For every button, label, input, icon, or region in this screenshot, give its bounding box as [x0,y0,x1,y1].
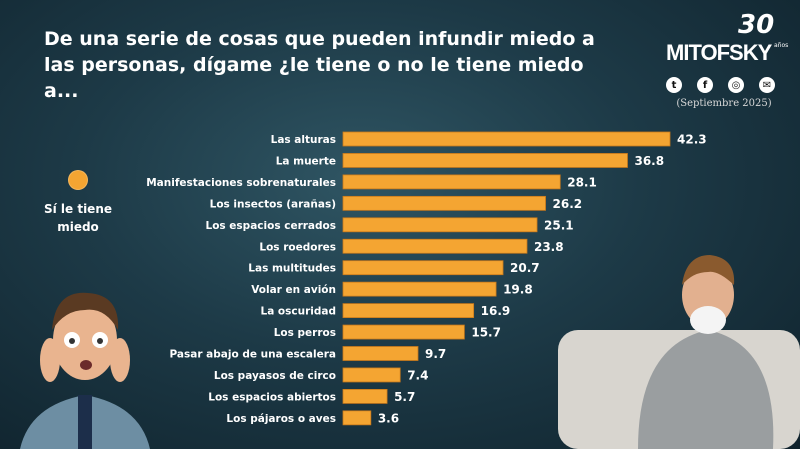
category-label: Las multitudes [248,263,336,275]
mail-icon[interactable]: ✉ [759,77,775,93]
bar [342,324,465,340]
value-label: 7.4 [407,368,428,382]
category-label: Las alturas [271,134,336,146]
bar [342,195,546,211]
bar [342,410,372,426]
value-label: 15.7 [471,326,501,340]
bar [342,281,497,297]
bar [342,367,401,383]
twitter-icon[interactable]: t [666,77,682,93]
social-links: t f ◎ ✉ [666,77,775,93]
logo-anniversary: 30 [738,10,775,40]
scared-man-illustration [20,292,150,449]
bar [342,346,419,361]
sick-man-illustration [558,255,800,449]
category-label: Los pájaros o aves [226,413,336,425]
bar [342,388,388,404]
category-label: La oscuridad [261,306,337,318]
bar [342,303,475,319]
category-label: Los payasos de circo [214,370,336,382]
bar [342,153,628,168]
survey-date: (Septiembre 2025) [676,98,772,109]
value-label: 19.8 [503,283,533,297]
category-label: Los espacios abiertos [208,391,336,403]
value-label: 3.6 [378,411,399,425]
legend-swatch [68,170,88,190]
value-label: 42.3 [677,133,707,147]
value-label: 28.1 [567,175,597,189]
category-label: La muerte [276,155,336,167]
bar [342,131,671,147]
category-label: Los espacios cerrados [206,220,337,232]
category-label: Manifestaciones sobrenaturales [146,177,336,189]
value-label: 16.9 [481,304,511,318]
facebook-icon[interactable]: f [697,77,713,93]
category-label: Los roedores [259,241,336,253]
bar [342,217,538,233]
value-label: 23.8 [534,240,564,254]
logo-brand: MITOFSKY [666,40,772,65]
value-label: 25.1 [544,218,574,232]
category-label: Los perros [274,327,336,339]
category-label: Los insectos (arañas) [210,198,336,210]
web-icon[interactable]: ◎ [728,77,744,93]
bar [342,238,528,254]
category-label: Volar en avión [251,284,336,296]
logo-anniversary-sub: años [774,42,789,49]
value-label: 36.8 [634,154,664,168]
value-label: 9.7 [425,347,446,361]
value-label: 5.7 [394,390,415,404]
page-title: De una serie de cosas que pueden infundi… [44,28,595,102]
category-label: Pasar abajo de una escalera [170,349,336,361]
bar [342,174,561,190]
value-label: 20.7 [510,261,540,275]
value-label: 26.2 [553,197,583,211]
legend-label: Sí le tiene miedo [43,202,113,234]
bar [342,260,504,276]
